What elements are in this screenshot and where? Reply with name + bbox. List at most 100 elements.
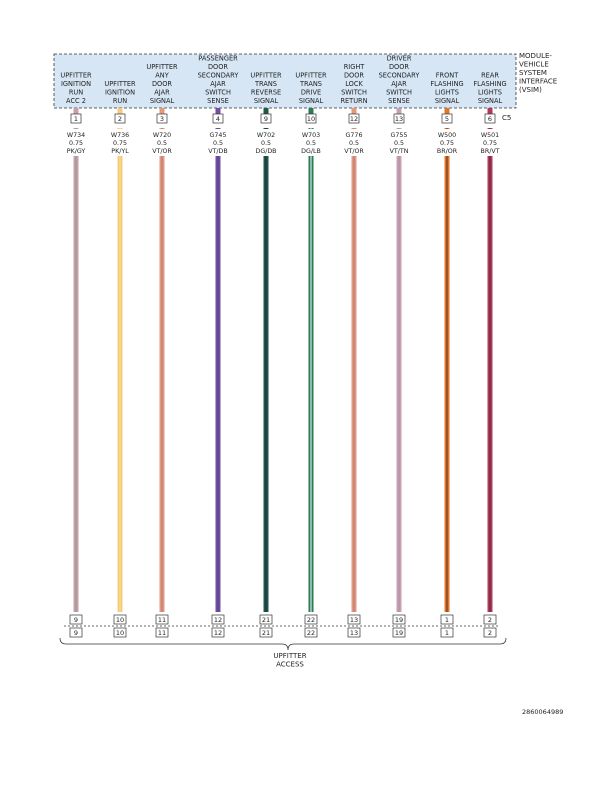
access-pin-number: 1: [445, 616, 449, 624]
wire-info-box: [150, 129, 174, 156]
circuit-function-label: UPFITTER IGNITION RUN: [104, 80, 136, 105]
circuit-function-label: UPFITTER TRANS DRIVE SIGNAL: [295, 72, 327, 106]
access-pin-number: 21: [262, 629, 270, 637]
pin-stub: [117, 108, 123, 114]
module-pin-number: 3: [160, 115, 164, 123]
wire-tracer: [398, 128, 400, 612]
module-pin-box: [156, 113, 168, 124]
wire-tracer: [119, 128, 121, 612]
wire-tracer: [75, 128, 77, 612]
access-pin-number: 13: [350, 629, 358, 637]
module-pin-number: 13: [395, 115, 403, 123]
wire-tracer: [446, 128, 448, 612]
access-pin-number: 9: [74, 616, 78, 624]
wire-gauge: 0.5: [394, 140, 404, 147]
access-pin-box: [347, 614, 361, 625]
figure-id: 2860064989: [522, 708, 563, 716]
access-pin-box: [483, 614, 497, 625]
module-pin-number: 4: [216, 115, 220, 123]
access-pin-box: [211, 627, 225, 638]
module-pin-box: [441, 113, 453, 124]
wire-color-code: VT/OR: [152, 148, 172, 155]
module-pin-box: [212, 113, 224, 124]
module-box: [53, 53, 517, 109]
access-pin-number: 13: [350, 616, 358, 624]
wire-color-code: VT/DB: [208, 148, 227, 155]
access-pin-number: 10: [116, 616, 124, 624]
wire-tracer: [489, 128, 491, 612]
access-pin-number: 19: [395, 616, 403, 624]
connector-label: C5: [502, 114, 511, 122]
access-pin-box: [259, 614, 273, 625]
wire-gauge: 0.75: [69, 140, 83, 147]
wire-id: W500: [438, 132, 456, 139]
access-pin-number: 21: [262, 616, 270, 624]
wire-id: G745: [210, 132, 227, 139]
wire-info-box: [387, 129, 411, 156]
pin-stub: [73, 108, 79, 114]
access-pin-number: 19: [395, 629, 403, 637]
wire-id: W501: [481, 132, 499, 139]
wire-id: G755: [391, 132, 408, 139]
access-pin-box: [440, 614, 454, 625]
access-pin-box: [347, 627, 361, 638]
access-pin-box: [113, 627, 127, 638]
access-pin-number: 10: [116, 629, 124, 637]
wire-color-code: VT/OR: [344, 148, 364, 155]
wire-color-code: VT/TN: [390, 148, 409, 155]
module-pin-number: 5: [445, 115, 449, 123]
module-pin-box: [484, 113, 496, 124]
module-pin-box: [305, 113, 317, 124]
wire-id: G776: [346, 132, 363, 139]
wire-id: W720: [153, 132, 171, 139]
circuits: UPFITTER IGNITION RUN ACC 21W7340.75PK/GY99…: [60, 55, 507, 638]
pin-stub: [308, 108, 314, 114]
wire-gauge: 0.5: [213, 140, 223, 147]
wire-id: W736: [111, 132, 129, 139]
circuit-function-label: RIGHT DOOR LOCK SWITCH RETURN: [340, 63, 367, 105]
circuit-function-label: FRONT FLASHING LIGHTS SIGNAL: [430, 72, 463, 106]
wire-info-box: [254, 129, 278, 156]
wire-color-code: BR/OR: [437, 148, 458, 155]
access-pin-box: [392, 627, 406, 638]
module-pin-box: [70, 113, 82, 124]
wire-tracer: [265, 128, 267, 612]
circuit-function-label: PASSENGER DOOR SECONDARY AJAR SWITCH SENSE: [198, 55, 240, 106]
module-pin-number: 12: [350, 115, 358, 123]
wire-gauge: 0.5: [157, 140, 167, 147]
pin-stub: [396, 108, 402, 114]
access-pin-number: 22: [307, 629, 315, 637]
wire-id: W734: [67, 132, 85, 139]
module-pin-number: 1: [74, 115, 78, 123]
module-pin-number: 10: [307, 115, 315, 123]
wire-info-box: [64, 129, 88, 156]
access-pin-box: [304, 627, 318, 638]
module-pin-box: [260, 113, 272, 124]
module-pin-number: 9: [264, 115, 268, 123]
access-pin-box: [483, 627, 497, 638]
wire-gauge: 0.75: [440, 140, 454, 147]
wire-info-box: [478, 129, 502, 156]
module-pin-number: 6: [488, 115, 492, 123]
pin-stub: [215, 108, 221, 114]
circuit-function-label: UPFITTER ANY DOOR AJAR SIGNAL: [146, 63, 178, 105]
access-pin-box: [155, 627, 169, 638]
access-pin-box: [69, 627, 83, 638]
wire-gauge: 0.75: [483, 140, 497, 147]
wire-color-code: BR/VT: [481, 148, 500, 155]
wire-gauge: 0.5: [349, 140, 359, 147]
wire-color-code: PK/YL: [111, 148, 129, 155]
wire-gauge: 0.5: [306, 140, 316, 147]
wire-color-code: PK/GY: [67, 148, 86, 155]
destination-label: UPFITTER ACCESS: [273, 652, 306, 669]
pin-stub: [351, 108, 357, 114]
wire-id: W702: [257, 132, 275, 139]
access-pin-number: 2: [488, 616, 492, 624]
wire-gauge: 0.5: [261, 140, 271, 147]
access-pin-number: 1: [445, 629, 449, 637]
